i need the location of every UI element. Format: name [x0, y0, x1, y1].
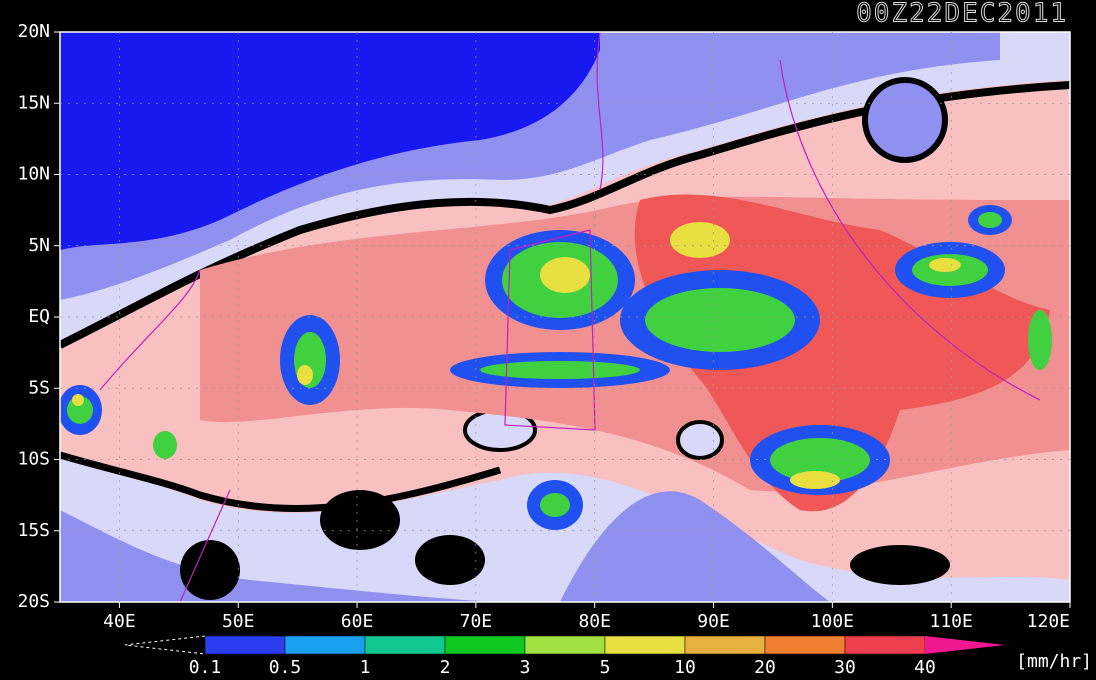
- latitude-label: 10S: [17, 449, 50, 470]
- longitude-label: 40E: [103, 611, 136, 632]
- latitude-label: 15N: [17, 92, 50, 113]
- colorbar-segment: [844, 635, 926, 655]
- longitude-label: 120E: [1027, 611, 1070, 632]
- colorbar-under: [124, 635, 206, 655]
- colorbar-unit: [mm/hr]: [1016, 651, 1092, 672]
- colorbar-level: 0.1: [189, 657, 222, 678]
- colorbar-segment: [684, 635, 766, 655]
- longitude-label: 50E: [222, 611, 255, 632]
- colorbar-level: 30: [834, 657, 856, 678]
- longitude-label: 70E: [460, 611, 493, 632]
- colorbar-level: 40: [914, 657, 936, 678]
- longitude-label: 90E: [697, 611, 730, 632]
- latitude-label: 5N: [28, 235, 50, 256]
- colorbar-level: 2: [440, 657, 451, 678]
- colorbar-segment: [524, 635, 606, 655]
- latitude-label: 20N: [17, 21, 50, 42]
- colorbar-segment: [444, 635, 526, 655]
- longitude-label: 100E: [811, 611, 854, 632]
- colorbar: 0.1 0.5 1 2 3 5 10 20 30 40 [mm/hr]: [124, 635, 1092, 678]
- colorbar-segment: [764, 635, 846, 655]
- map-title: 00Z22DEC2011: [856, 0, 1068, 29]
- latitude-label: 15S: [17, 520, 50, 541]
- colorbar-segment: [204, 635, 286, 655]
- colorbar-level: 1: [360, 657, 371, 678]
- colorbar-segment: [364, 635, 446, 655]
- latitude-label: 20S: [17, 591, 50, 612]
- colorbar-segment: [604, 635, 686, 655]
- longitude-label: 80E: [578, 611, 611, 632]
- axes: 20N 15N 10N 5N EQ 5S 10S 15S 20S 40E 50E 60E 70E 80E 9…: [17, 21, 1071, 632]
- colorbar-over: [925, 636, 1005, 654]
- latitude-label: EQ: [28, 306, 50, 327]
- longitude-label: 110E: [929, 611, 972, 632]
- longitude-label: 60E: [341, 611, 374, 632]
- colorbar-segment: [284, 635, 366, 655]
- colorbar-level: 0.5: [269, 657, 302, 678]
- latitude-label: 5S: [28, 377, 50, 398]
- latitude-label: 10N: [17, 164, 50, 185]
- colorbar-level: 3: [520, 657, 531, 678]
- colorbar-level: 20: [754, 657, 776, 678]
- map-field: [60, 32, 1070, 602]
- rain-cells: [60, 205, 1052, 530]
- colorbar-level: 10: [674, 657, 696, 678]
- colorbar-level: 5: [600, 657, 611, 678]
